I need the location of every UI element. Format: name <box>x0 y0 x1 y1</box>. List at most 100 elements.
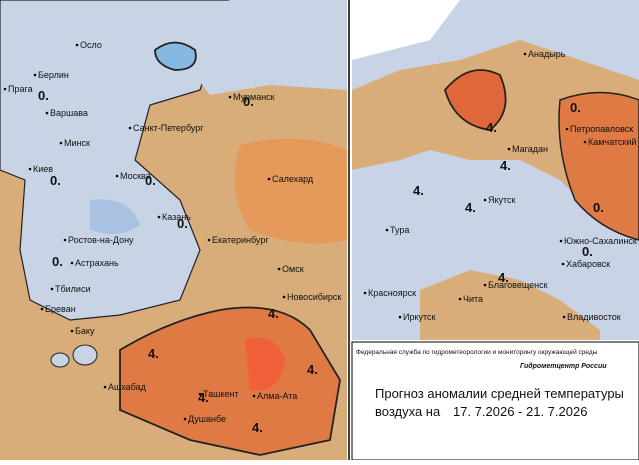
blue-area <box>160 0 347 95</box>
city-label: Анадырь <box>528 49 566 59</box>
city-label: Душанбе <box>188 414 226 424</box>
hot-core <box>245 337 285 391</box>
contour-label: 0. <box>177 216 188 231</box>
city-label: Ташкент <box>203 389 238 399</box>
title-line2: воздуха на <box>375 404 441 419</box>
tan-area <box>352 40 639 230</box>
blue-area <box>0 0 231 321</box>
city-label: Салехард <box>272 174 314 184</box>
city-label: Петропавловск <box>570 124 633 134</box>
hot-area <box>119 306 341 456</box>
city-dot <box>385 228 389 232</box>
city-label: Казань <box>162 212 191 222</box>
contour-label: 0. <box>582 244 593 259</box>
city-dot <box>50 287 54 291</box>
tan-area <box>420 270 600 340</box>
city-dot <box>128 126 132 130</box>
city-label: Магадан <box>512 144 548 154</box>
warm-area <box>234 138 347 244</box>
contour-label: 0. <box>50 173 61 188</box>
city-label: Чита <box>463 294 483 304</box>
contour-label: 0. <box>145 173 156 188</box>
city-dot <box>559 239 563 243</box>
city-label: Омск <box>282 264 304 274</box>
agency: Федеральная служба по гидрометеорологии … <box>356 348 598 356</box>
contour-label: 4. <box>413 183 424 198</box>
city-dot <box>63 238 67 242</box>
contour-label: 0. <box>243 94 254 109</box>
city-label: Екатеринбург <box>212 235 269 245</box>
contour-label: 4. <box>500 158 511 173</box>
city-label: Минск <box>64 138 90 148</box>
city-dot <box>583 140 587 144</box>
city-dot <box>70 329 74 333</box>
city-label: Хабаровск <box>566 259 610 269</box>
city-label: Баку <box>75 326 95 336</box>
city-label: Благовещенск <box>488 280 548 290</box>
contour-label: 4. <box>252 420 263 435</box>
hot-area <box>444 69 507 131</box>
city-label: Киев <box>33 164 53 174</box>
city-label: Камчатский <box>588 137 636 147</box>
city-label: Тбилиси <box>55 284 91 294</box>
city-label: Южно-Сахалинск <box>564 236 637 246</box>
city-dot <box>3 87 7 91</box>
city-dot <box>565 127 569 131</box>
city-label: Мурманск <box>233 92 275 102</box>
city-label: Санкт-Петербург <box>133 123 204 133</box>
title-line1: Прогноз аномалии средней температуры <box>375 386 624 401</box>
city-dot <box>103 385 107 389</box>
city-dot <box>561 262 565 266</box>
city-dot <box>267 177 271 181</box>
city-dot <box>228 95 232 99</box>
city-dot <box>483 283 487 287</box>
city-dot <box>507 147 511 151</box>
contour-label: 4. <box>268 306 279 321</box>
city-dot <box>59 141 63 145</box>
city-label: Астрахань <box>75 258 119 268</box>
city-label: Владивосток <box>567 312 621 322</box>
city-dot <box>75 43 79 47</box>
city-dot <box>398 315 402 319</box>
contour-label: 0. <box>593 200 604 215</box>
city-label: Новосибирск <box>287 292 341 302</box>
city-label: Ростов-на-Дону <box>68 235 134 245</box>
city-label: Иркутск <box>403 312 436 322</box>
city-dot <box>157 215 161 219</box>
center: Гидрометцентр России <box>520 362 607 370</box>
city-dot <box>252 394 256 398</box>
contour-label: 0. <box>570 100 581 115</box>
title-dates: 17. 7.2026 - 21. 7.2026 <box>453 404 587 419</box>
city-label: Прага <box>8 84 33 94</box>
ocean <box>352 0 460 60</box>
city-dot <box>45 111 49 115</box>
contour-label: 0. <box>52 254 63 269</box>
contour-label: 0. <box>38 88 49 103</box>
city-label: Ашхабад <box>108 382 147 392</box>
legend-box <box>351 341 639 461</box>
contour-label: 4. <box>148 346 159 361</box>
city-label: Тура <box>390 225 409 235</box>
contour-label: 4. <box>465 200 476 215</box>
city-label: Берлин <box>38 70 69 80</box>
city-dot <box>562 315 566 319</box>
city-label: Москва <box>120 171 151 181</box>
city-dot <box>523 52 527 56</box>
cold-core <box>90 199 140 234</box>
city-dot <box>363 291 367 295</box>
city-dot <box>40 307 44 311</box>
hot-area <box>558 91 639 241</box>
contour-label: 4. <box>498 270 509 285</box>
city-dot <box>207 238 211 242</box>
left-panel <box>0 0 347 460</box>
city-dot <box>70 261 74 265</box>
right-panel <box>352 0 639 340</box>
contour-label: 4. <box>486 120 497 135</box>
city-label: Якутск <box>488 195 516 205</box>
contour-label: 4. <box>307 362 318 377</box>
city-label: Варшава <box>50 108 88 118</box>
lake <box>50 352 70 368</box>
city-dot <box>183 417 187 421</box>
city-label: Ереван <box>45 304 76 314</box>
